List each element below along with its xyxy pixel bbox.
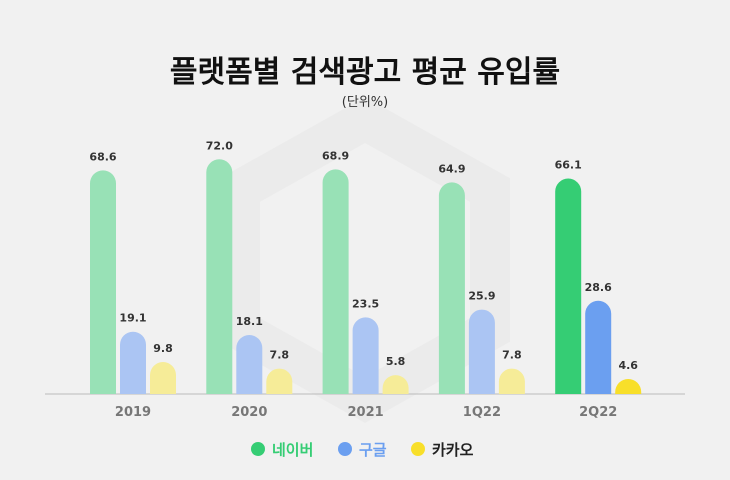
legend-marker-0 [251, 442, 265, 456]
value-label-2019-2: 9.8 [153, 342, 173, 355]
bar-2021-2 [382, 375, 409, 394]
bar-2019-0 [90, 170, 117, 394]
x-tick-2020: 2020 [231, 405, 267, 420]
legend-marker-1 [338, 442, 352, 456]
watermark [220, 97, 510, 423]
bar-2019-1 [120, 331, 146, 394]
bar-2Q22-1 [585, 300, 612, 394]
value-label-2020-2: 7.8 [270, 349, 290, 362]
value-label-2021-2: 5.8 [386, 355, 406, 368]
x-tick-2021: 2021 [348, 405, 384, 420]
value-label-2020-1: 18.1 [236, 315, 263, 328]
x-tick-2Q22: 2Q22 [579, 405, 617, 420]
value-label-1Q22-1: 25.9 [468, 290, 495, 303]
value-label-2Q22-2: 4.6 [618, 359, 638, 372]
value-label-2019-1: 19.1 [119, 312, 146, 325]
x-tick-2019: 2019 [115, 405, 151, 420]
value-label-1Q22-0: 64.9 [438, 162, 465, 175]
x-tick-1Q22: 1Q22 [463, 405, 501, 420]
bar-1Q22-1 [468, 309, 495, 394]
value-label-2Q22-0: 66.1 [555, 159, 582, 172]
legend: 네이버 구글 카카오 [251, 441, 474, 459]
bar-2019-2 [150, 362, 176, 394]
value-label-2020-0: 72.0 [206, 139, 233, 152]
bar-2020-2 [266, 368, 293, 394]
bar-2020-1 [236, 334, 263, 394]
legend-label-0: 네이버 [272, 441, 313, 459]
value-label-2Q22-1: 28.6 [585, 281, 612, 294]
chart-subtitle: (단위%) [342, 95, 388, 110]
legend-label-2: 카카오 [432, 441, 474, 459]
value-label-2021-0: 68.9 [322, 149, 349, 162]
bar-2021-1 [352, 317, 379, 394]
chart-title: 플랫폼별 검색광고 평균 유입률 [170, 55, 560, 90]
bar-2021-0 [322, 169, 349, 394]
bar-2Q22-2 [615, 379, 642, 394]
bar-2020-0 [206, 159, 233, 394]
legend-label-1: 구글 [359, 441, 387, 459]
bar-1Q22-2 [498, 368, 525, 394]
bar-1Q22-0 [438, 182, 465, 394]
bar-2Q22-0 [555, 178, 582, 394]
value-label-2019-0: 68.6 [89, 150, 116, 163]
legend-marker-2 [411, 442, 425, 456]
value-label-2021-1: 23.5 [352, 297, 379, 310]
value-label-1Q22-2: 7.8 [502, 349, 522, 362]
